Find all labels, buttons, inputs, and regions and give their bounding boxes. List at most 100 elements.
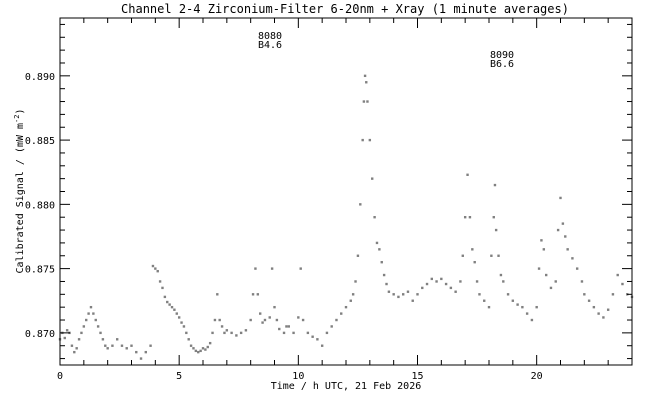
data-point	[493, 183, 497, 187]
data-point	[385, 282, 388, 286]
data-point	[139, 357, 143, 360]
data-point	[182, 325, 186, 328]
data-point	[361, 138, 364, 142]
data-point	[75, 347, 78, 350]
data-point	[466, 173, 469, 176]
data-point	[363, 74, 367, 78]
data-point	[187, 338, 190, 341]
data-point	[254, 267, 257, 270]
data-point	[230, 331, 233, 335]
data-point	[111, 344, 114, 347]
data-point	[621, 282, 624, 286]
data-point	[156, 269, 159, 273]
data-point	[259, 312, 262, 315]
data-point	[194, 349, 198, 353]
data-point	[349, 299, 352, 302]
data-point	[282, 331, 286, 335]
data-point	[70, 344, 74, 347]
x-axis-ticks: 0 5 10 15 20	[57, 18, 633, 382]
y-axis-label-main: Calibrated Signal / (mW m	[15, 123, 26, 274]
data-point	[611, 293, 615, 296]
data-point	[368, 138, 372, 142]
data-point	[63, 336, 66, 340]
data-point	[175, 312, 178, 315]
data-point	[521, 305, 524, 309]
data-point	[499, 273, 503, 277]
data-point	[525, 312, 529, 315]
data-point	[397, 295, 400, 299]
data-point	[475, 280, 479, 283]
data-point	[235, 334, 238, 337]
data-point	[421, 286, 424, 290]
y-tick-label: 0.885	[25, 136, 55, 147]
data-point	[96, 325, 100, 328]
data-point	[478, 293, 481, 296]
data-point	[561, 222, 565, 225]
data-point	[497, 254, 500, 257]
data-point	[251, 293, 255, 296]
data-point	[106, 347, 109, 350]
data-point	[373, 216, 376, 219]
data-point	[335, 318, 338, 322]
data-point	[249, 318, 252, 322]
data-point	[223, 331, 226, 335]
data-point	[351, 293, 355, 296]
data-point	[149, 344, 152, 347]
data-point	[192, 347, 195, 350]
data-point	[471, 248, 474, 251]
data-point	[535, 305, 538, 309]
data-point	[502, 280, 505, 283]
y-axis-label: Calibrated Signal / (mW m-2)	[13, 109, 26, 274]
data-point	[158, 280, 162, 283]
x-tick-label: 15	[411, 371, 423, 382]
data-point	[161, 286, 164, 290]
data-point	[89, 305, 93, 309]
data-point	[185, 331, 188, 335]
data-point	[506, 293, 510, 296]
data-point	[375, 241, 379, 245]
x-tick-label: 20	[531, 371, 543, 382]
data-point	[540, 239, 543, 242]
data-point	[263, 318, 267, 322]
data-point	[537, 267, 541, 270]
annotations: 8080 B4.6 8090 B6.6	[258, 31, 514, 70]
data-point	[402, 293, 405, 296]
data-point	[359, 203, 362, 206]
data-point	[316, 338, 319, 341]
data-point	[287, 325, 290, 328]
data-point	[365, 81, 368, 84]
x-tick-label: 0	[57, 371, 63, 382]
data-point	[549, 286, 553, 290]
annotation-1-line1: 8080	[258, 31, 282, 42]
data-point	[463, 216, 467, 219]
data-point	[104, 344, 107, 347]
data-point	[468, 216, 472, 219]
data-point	[297, 316, 300, 319]
data-point	[492, 216, 495, 219]
data-point	[125, 347, 128, 350]
data-point	[566, 248, 569, 251]
data-point	[444, 282, 448, 286]
data-point	[435, 280, 438, 283]
data-point	[606, 308, 610, 311]
data-point	[340, 312, 343, 315]
data-point	[270, 267, 274, 270]
data-point	[362, 100, 366, 103]
data-point	[177, 316, 181, 319]
y-axis-ticks: 0.870 0.875 0.880 0.885 0.890	[25, 23, 632, 360]
data-point	[311, 335, 314, 338]
data-point	[542, 248, 546, 251]
data-point	[197, 350, 200, 354]
data-point	[380, 260, 383, 264]
data-point	[168, 303, 171, 306]
data-point	[244, 329, 248, 332]
data-point	[77, 338, 81, 341]
data-point	[554, 280, 557, 283]
annotation-1-line2: B4.6	[258, 40, 282, 51]
data-point	[154, 267, 157, 270]
data-point	[278, 327, 281, 331]
data-point	[602, 316, 605, 319]
data-point	[411, 299, 414, 302]
data-point	[65, 329, 69, 332]
